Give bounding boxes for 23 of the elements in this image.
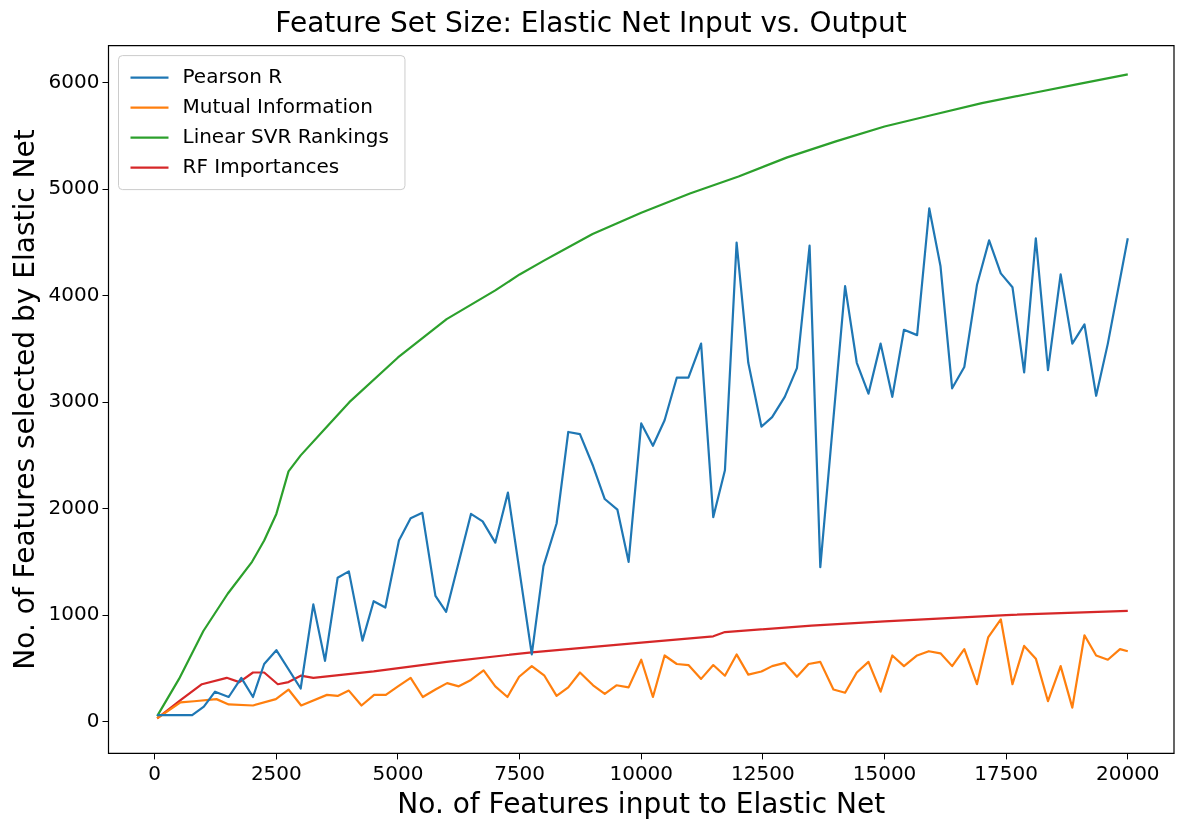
y-tick-label: 2000	[48, 494, 100, 519]
y-axis-title: No. of Features selected by Elastic Net	[8, 129, 42, 670]
legend-label: Linear SVR Rankings	[182, 123, 389, 148]
legend-label: Pearson R	[182, 63, 283, 88]
y-tick-label: 1000	[48, 601, 100, 626]
chart-title: Feature Set Size: Elastic Net Input vs. Output	[275, 6, 907, 40]
x-tick-label: 0	[148, 760, 162, 785]
legend-label: Mutual Information	[182, 93, 373, 118]
y-tick-label: 3000	[48, 388, 100, 413]
x-tick-label: 5000	[372, 760, 424, 785]
x-tick-label: 10000	[609, 760, 674, 785]
y-tick-label: 0	[86, 707, 100, 732]
x-tick-label: 12500	[731, 760, 795, 785]
x-tick-label: 17500	[974, 760, 1038, 785]
y-tick-label: 5000	[48, 175, 100, 200]
legend-label: RF Importances	[182, 153, 340, 178]
x-tick-label: 15000	[852, 760, 917, 785]
x-axis-title: No. of Features input to Elastic Net	[397, 787, 886, 821]
x-tick-label: 2500	[250, 760, 302, 785]
x-tick-label: 7500	[494, 760, 546, 785]
y-tick-label: 6000	[48, 69, 100, 94]
x-tick-label: 20000	[1095, 760, 1160, 785]
y-tick-label: 4000	[48, 281, 100, 306]
